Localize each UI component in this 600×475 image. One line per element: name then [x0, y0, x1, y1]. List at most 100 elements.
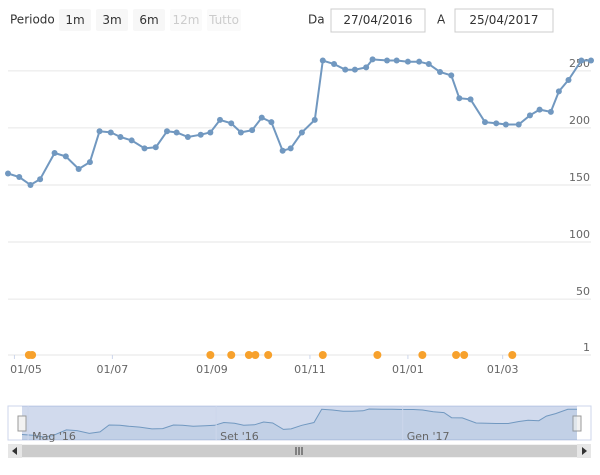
price-point: [547, 108, 554, 115]
price-point: [268, 119, 275, 126]
y-tick-label: 200: [569, 114, 590, 127]
event-flag[interactable]: [244, 351, 253, 359]
price-point: [298, 129, 305, 136]
price-point: [555, 88, 562, 95]
event-flag[interactable]: [373, 351, 382, 359]
navigator-tick-label: Mag '16: [32, 430, 76, 443]
price-point: [384, 57, 391, 64]
event-flag[interactable]: [28, 351, 37, 359]
navigator-handle-left[interactable]: [17, 415, 27, 432]
event-flag[interactable]: [508, 351, 517, 359]
scrollbar-left-arrow: [12, 447, 17, 455]
x-tick-label: 01/01: [392, 363, 424, 376]
price-point: [342, 66, 349, 73]
price-point: [416, 58, 423, 65]
event-flag[interactable]: [227, 351, 236, 359]
price-point: [184, 134, 191, 141]
price-point: [588, 57, 594, 64]
price-point: [369, 56, 376, 63]
event-flag[interactable]: [206, 351, 215, 359]
from-input[interactable]: [330, 8, 426, 33]
price-point: [249, 127, 256, 134]
price-point: [437, 68, 444, 75]
event-flag[interactable]: [251, 351, 260, 359]
event-flag[interactable]: [452, 351, 461, 359]
price-point: [27, 181, 34, 188]
y-tick-label: 100: [569, 228, 590, 241]
price-line: [7, 58, 591, 187]
price-point: [37, 176, 44, 183]
event-flag[interactable]: [460, 351, 469, 359]
range-button-label: 12m: [173, 13, 200, 27]
event-flag[interactable]: [264, 351, 273, 359]
range-button-label[interactable]: 1m: [65, 13, 84, 27]
navigator-area: [22, 409, 577, 440]
price-point: [51, 149, 58, 156]
x-tick-label: 01/11: [294, 363, 326, 376]
range-button[interactable]: [96, 9, 128, 31]
price-point: [75, 165, 82, 172]
navigator-tick-label: Gen '17: [407, 430, 450, 443]
price-point: [287, 145, 294, 152]
price-point: [565, 76, 572, 83]
range-button-label: Tutto: [208, 13, 239, 27]
from-input-text[interactable]: 27/04/2016: [343, 13, 412, 27]
range-button-label[interactable]: 3m: [102, 13, 121, 27]
price-point: [311, 116, 318, 123]
price-point: [456, 95, 463, 102]
x-tick-label: 01/05: [10, 363, 42, 376]
x-tick-label: 01/07: [97, 363, 129, 376]
price-point: [258, 114, 265, 121]
price-point: [96, 128, 103, 135]
price-point: [493, 120, 500, 127]
price-point: [228, 120, 235, 127]
price-point: [217, 116, 223, 123]
from-label: Da: [308, 13, 325, 27]
price-point: [448, 72, 455, 79]
navigator-handle-right[interactable]: [572, 415, 582, 432]
price-point: [279, 147, 286, 154]
range-button[interactable]: [133, 9, 165, 31]
x-tick-label: 01/03: [487, 363, 519, 376]
to-input-text[interactable]: 25/04/2017: [469, 13, 538, 27]
price-point: [128, 137, 135, 144]
scrollbar-right-arrow: [582, 447, 587, 455]
price-point: [117, 134, 124, 141]
price-point: [515, 121, 522, 128]
price-point: [173, 129, 180, 136]
range-button[interactable]: [59, 9, 91, 31]
event-flag[interactable]: [318, 351, 327, 359]
price-point: [502, 121, 509, 128]
y-tick-label: 50: [576, 285, 590, 298]
price-point: [526, 112, 533, 119]
price-point: [363, 64, 370, 71]
event-flag[interactable]: [418, 351, 427, 359]
price-point: [86, 159, 93, 166]
price-point: [536, 106, 543, 113]
price-point: [467, 96, 474, 103]
price-point: [5, 170, 11, 177]
price-point: [404, 58, 411, 65]
price-point: [152, 144, 159, 151]
range-button: [207, 9, 241, 31]
y-tick-label: 1: [583, 341, 590, 354]
price-point: [237, 129, 244, 136]
scrollbar-grip: [295, 447, 303, 455]
price-point: [393, 57, 400, 64]
x-tick-label: 01/09: [196, 363, 228, 376]
range-button-label[interactable]: 6m: [139, 13, 158, 27]
navigator-tick-label: Set '16: [220, 430, 259, 443]
price-point: [319, 57, 326, 64]
price-point: [425, 60, 432, 67]
navigator-frame: [7, 405, 592, 441]
to-input[interactable]: [454, 8, 554, 33]
price-point: [207, 129, 214, 136]
price-point: [16, 173, 23, 180]
price-point: [107, 129, 114, 136]
range-label: Periodo: [10, 13, 55, 27]
price-point: [331, 60, 338, 67]
price-point: [164, 128, 170, 135]
price-point: [351, 66, 358, 73]
price-point: [197, 131, 204, 138]
